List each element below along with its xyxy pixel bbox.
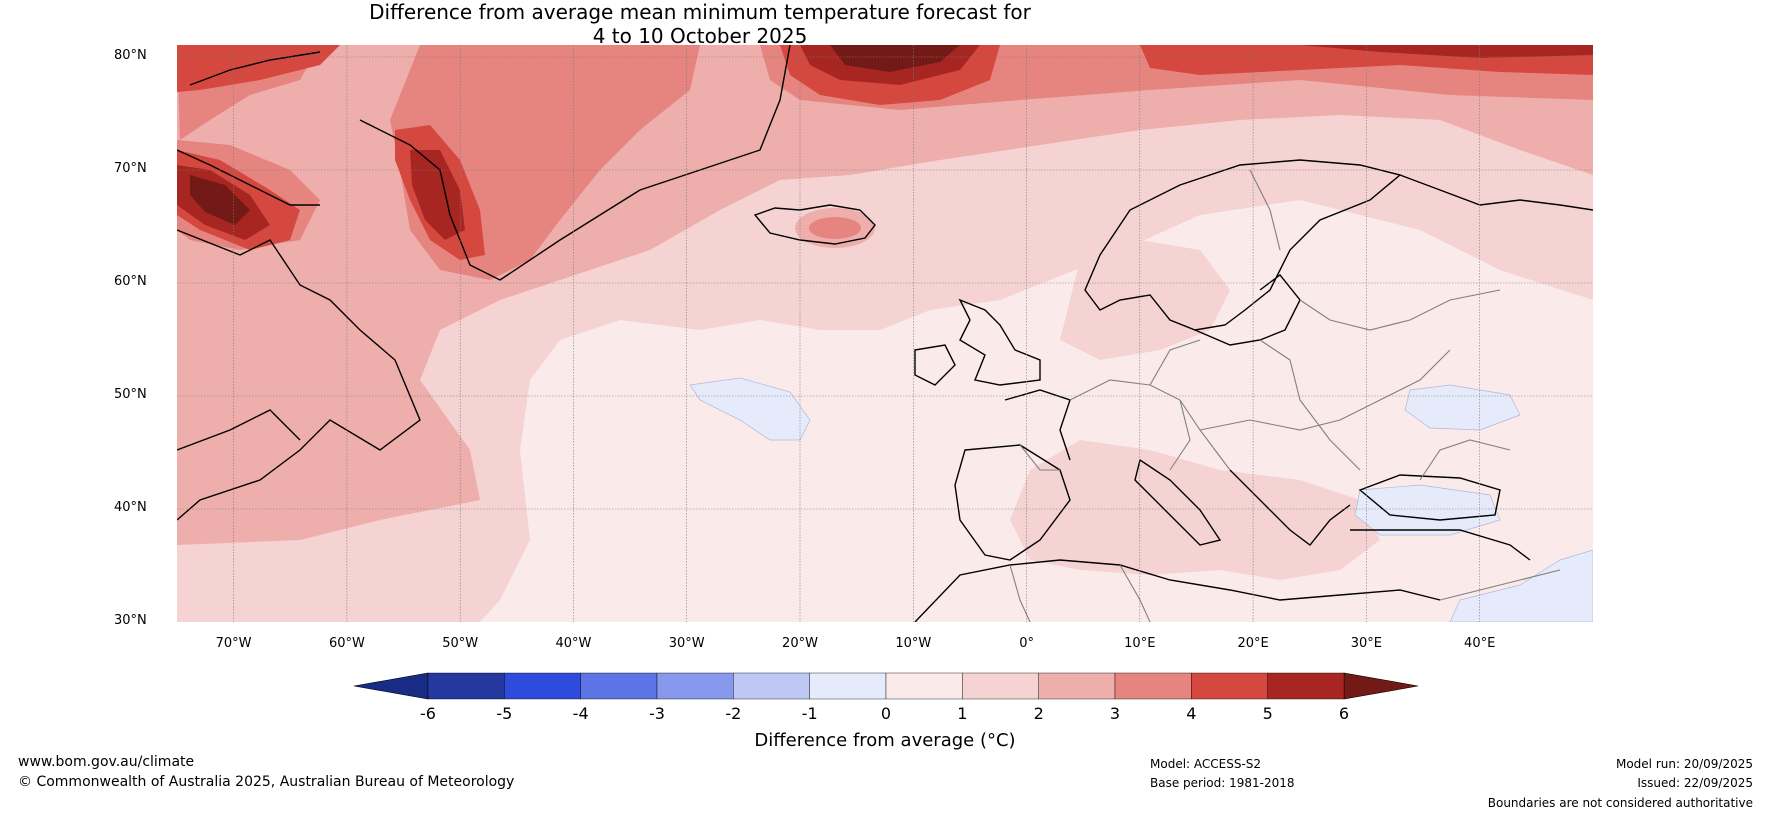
coastline-baffin-south — [177, 229, 421, 521]
graticule — [177, 45, 1593, 622]
coastline-russia-north — [1399, 174, 1593, 211]
coastline-ireland — [914, 344, 956, 386]
coastline-iceland — [753, 204, 876, 245]
colorbar-tick--5: -5 — [496, 704, 513, 723]
colorbar-tick-0: 0 — [880, 704, 892, 723]
lon-label-60w: 60°W — [328, 636, 365, 651]
lon-label-0: 0° — [1019, 636, 1034, 651]
anomaly-band-5-6-arctic-east — [1300, 45, 1593, 58]
lat-label-80: 80°N — [114, 48, 147, 63]
coastline-baffin — [177, 149, 320, 206]
colorbar-tick--6: -6 — [420, 704, 436, 723]
coastline-scandinavia — [1084, 159, 1402, 331]
colorbar-over-arrow — [1343, 672, 1419, 700]
coastline-uk — [958, 298, 1041, 386]
lon-label-10e: 10°E — [1124, 636, 1156, 651]
coastline-greenland — [359, 45, 791, 281]
colorbar-segment-2-to-3 — [1038, 672, 1116, 700]
coastline-black-sea — [1358, 474, 1501, 521]
footer-base-period: Base period: 1981-2018 — [1150, 776, 1295, 790]
colorbar-segment-0-to-1 — [885, 672, 963, 700]
coastlines — [177, 45, 1593, 622]
coastline-baltic — [1194, 274, 1301, 346]
colorbar-tick-5: 5 — [1262, 704, 1273, 723]
colorbar-under-arrow — [353, 672, 429, 700]
boundary-1 — [1069, 379, 1231, 471]
footer-disclaimer: Boundaries are not considered authoritat… — [1487, 796, 1753, 810]
lon-label-20w: 20°W — [782, 636, 818, 651]
lon-label-20e: 20°E — [1237, 636, 1269, 651]
coastline-labrador — [177, 409, 301, 451]
footer-website: www.bom.gov.au/climate — [18, 754, 195, 770]
colorbar-segment--1-to-0 — [809, 672, 887, 700]
colorbar-tick--1: -1 — [801, 704, 818, 723]
boundary-2 — [1149, 339, 1201, 386]
coastline-italy — [1134, 458, 1222, 546]
colorbar-segment-5-to-6 — [1267, 672, 1345, 700]
colorbar-segment--3-to--2 — [656, 672, 734, 700]
lon-label-70w: 70°W — [215, 636, 252, 651]
lon-label-30w: 30°W — [668, 636, 705, 651]
footer-copyright: © Commonwealth of Australia 2025, Austra… — [18, 774, 515, 790]
colorbar — [353, 672, 1419, 700]
chart-title: Difference from average mean minimum tem… — [0, 0, 1400, 48]
lat-label-70: 70°N — [114, 161, 147, 176]
lon-label-10w: 10°W — [895, 636, 932, 651]
colorbar-segment-1-to-2 — [962, 672, 1039, 700]
colorbar-segment--4-to--3 — [580, 672, 658, 700]
negative-anomaly-southeast — [1449, 549, 1593, 622]
boundary-12 — [1439, 569, 1561, 601]
colorbar-segment-4-to-5 — [1191, 672, 1268, 700]
boundary-5 — [1299, 289, 1501, 331]
coastline-turkey — [1350, 529, 1531, 561]
negative-anomaly-black-sea — [1354, 484, 1501, 536]
lat-label-50: 50°N — [114, 387, 147, 402]
anomaly-band-over-6 — [830, 45, 960, 72]
boundary-10 — [1009, 564, 1031, 622]
lon-label-50w: 50°W — [442, 636, 479, 651]
boundary-6 — [1249, 169, 1281, 251]
lon-label-40e: 40°E — [1464, 636, 1496, 651]
footer-issued: Issued: 22/09/2025 — [1637, 776, 1753, 790]
colorbar-segment--5-to--4 — [504, 672, 581, 700]
colorbar-tick-1: 1 — [957, 704, 968, 723]
lat-label-40: 40°N — [114, 500, 147, 515]
national-boundaries — [1009, 169, 1561, 622]
colorbar-segment--2-to--1 — [733, 672, 810, 700]
colorbar-segment-3-to-4 — [1114, 672, 1192, 700]
title-line-2: 4 to 10 October 2025 — [592, 24, 808, 48]
colorbar-segment--6-to--5 — [427, 672, 505, 700]
title-line-1: Difference from average mean minimum tem… — [369, 0, 1031, 24]
colorbar-tick-6: 6 — [1338, 704, 1350, 723]
colorbar-label: Difference from average (°C) — [754, 730, 1016, 751]
colorbar-tick-3: 3 — [1109, 704, 1121, 723]
boundary-4 — [1259, 339, 1361, 471]
colorbar-tick--2: -2 — [725, 704, 742, 723]
negative-anomaly-atlantic — [689, 377, 811, 441]
anomaly-band-1-2-scandinavia — [1060, 240, 1230, 360]
footer-model: Model: ACCESS-S2 — [1150, 757, 1262, 771]
iceland-anomaly-inner — [809, 217, 861, 239]
map-area — [177, 45, 1593, 622]
colorbar-tick-2: 2 — [1033, 704, 1044, 723]
colorbar-tick-4: 4 — [1186, 704, 1197, 723]
lat-label-30: 30°N — [114, 613, 147, 628]
colorbar-tick--4: -4 — [572, 704, 589, 723]
coastline-greenland-north — [189, 51, 321, 86]
lon-label-30e: 30°E — [1350, 636, 1383, 651]
boundary-9 — [1419, 439, 1511, 481]
coastline-north-africa — [914, 559, 1441, 622]
anomaly-band-over-6-baffin — [190, 175, 250, 225]
colorbar-tick--3: -3 — [649, 704, 665, 723]
lat-label-60: 60°N — [114, 274, 147, 289]
coastline-balkans — [1229, 469, 1351, 546]
footer-model-run: Model run: 20/09/2025 — [1615, 757, 1753, 771]
boundary-3 — [1199, 349, 1451, 431]
anomaly-band-4-5-nw — [177, 45, 340, 92]
coastline-iberia — [954, 444, 1071, 561]
anomaly-band-1-2-med — [1010, 440, 1380, 580]
boundary-7 — [1169, 399, 1191, 471]
lon-label-40w: 40°W — [555, 636, 592, 651]
